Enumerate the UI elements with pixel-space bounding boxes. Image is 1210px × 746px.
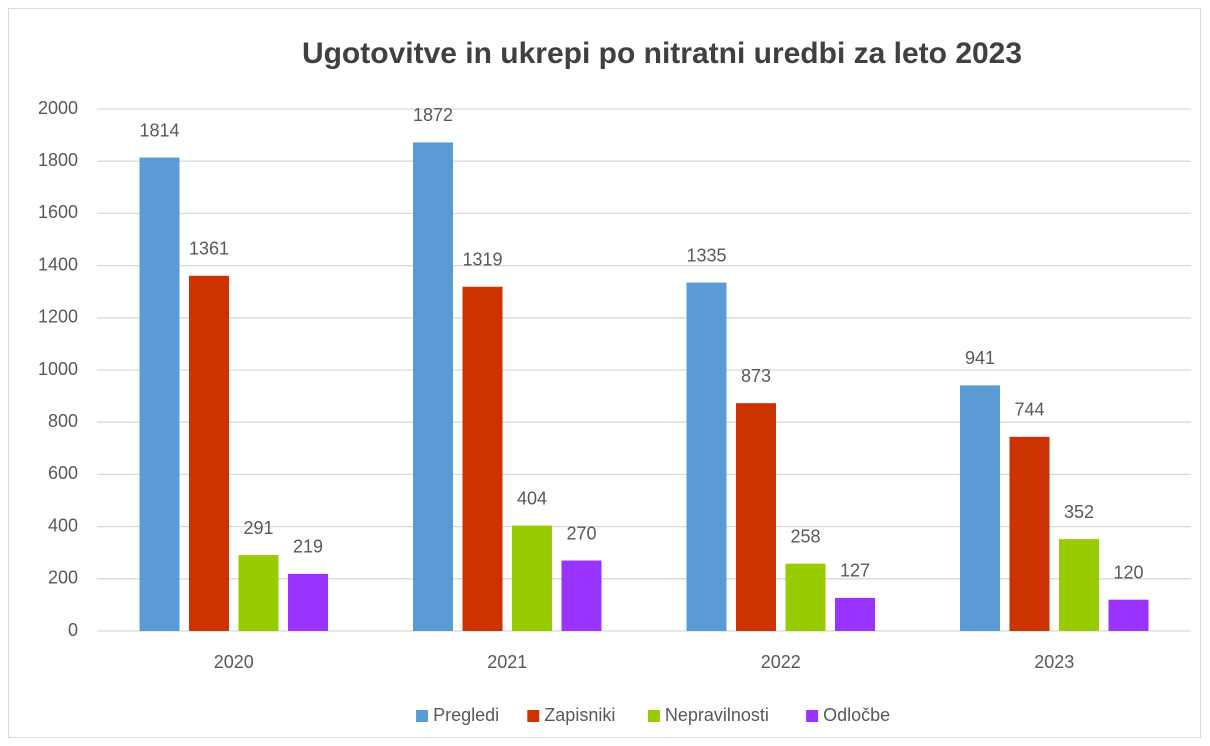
bar <box>413 142 453 631</box>
data-label: 744 <box>1014 400 1044 420</box>
data-label: 941 <box>965 348 995 368</box>
bar <box>238 555 279 631</box>
y-tick-label: 1800 <box>38 150 78 170</box>
y-tick-label: 1200 <box>38 307 78 327</box>
bar <box>835 597 875 631</box>
data-label: 1872 <box>413 105 453 125</box>
y-tick-label: 1600 <box>38 202 78 222</box>
y-tick-label: 1000 <box>38 359 78 379</box>
bar <box>736 403 776 631</box>
bar <box>139 157 180 631</box>
bar <box>1009 436 1050 631</box>
data-label: 219 <box>293 537 323 557</box>
bar <box>785 563 826 631</box>
bar <box>512 525 552 631</box>
bar <box>686 282 727 631</box>
y-tick-label: 400 <box>48 515 78 535</box>
data-label: 352 <box>1064 502 1094 522</box>
y-tick-label: 600 <box>48 463 78 483</box>
data-label: 1319 <box>462 249 502 269</box>
legend-swatch <box>647 710 660 722</box>
data-label: 120 <box>1113 562 1143 582</box>
bar <box>189 275 229 631</box>
data-label: 258 <box>790 526 820 546</box>
legend-swatch <box>527 710 540 722</box>
data-label: 270 <box>566 523 596 543</box>
legend-label: Zapisniki <box>544 705 615 725</box>
bar <box>1108 599 1149 631</box>
legend-label: Odločbe <box>823 705 890 725</box>
bar <box>288 573 328 631</box>
legend-label: Nepravilnosti <box>665 705 769 725</box>
legend-swatch <box>806 710 819 722</box>
bar <box>960 385 1000 631</box>
data-label: 404 <box>517 488 547 508</box>
y-tick-label: 800 <box>48 411 78 431</box>
y-tick-label: 200 <box>48 568 78 588</box>
x-tick-label: 2020 <box>214 652 254 672</box>
x-tick-label: 2021 <box>487 652 527 672</box>
data-label: 1335 <box>686 245 726 265</box>
y-tick-label: 1400 <box>38 254 78 274</box>
legend-label: Pregledi <box>433 705 499 725</box>
bar <box>561 560 602 631</box>
y-tick-label: 0 <box>68 620 78 640</box>
legend-swatch <box>416 710 429 722</box>
data-label: 291 <box>243 518 273 538</box>
bar <box>462 286 503 631</box>
x-tick-label: 2022 <box>761 652 801 672</box>
data-label: 873 <box>741 366 771 386</box>
y-tick-label: 2000 <box>38 98 78 118</box>
bar <box>1059 539 1099 631</box>
chart-title: Ugotovitve in ukrepi po nitratni uredbi … <box>302 37 1022 70</box>
data-label: 1361 <box>189 239 229 259</box>
x-tick-label: 2023 <box>1034 652 1074 672</box>
data-label: 127 <box>840 561 870 581</box>
data-label: 1814 <box>139 120 179 140</box>
